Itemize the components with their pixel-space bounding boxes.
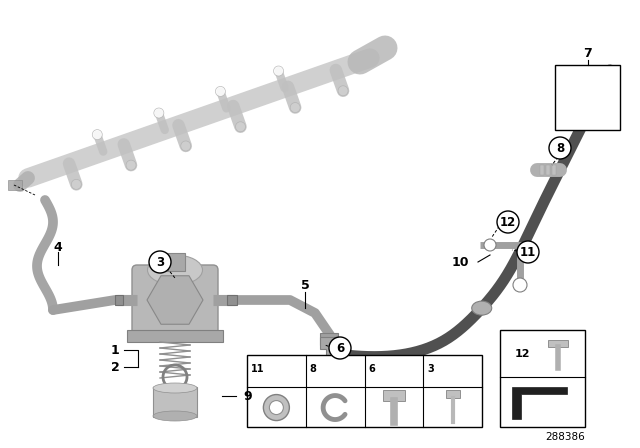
Circle shape bbox=[216, 86, 225, 96]
Circle shape bbox=[497, 211, 519, 233]
Circle shape bbox=[338, 86, 348, 96]
Text: 5: 5 bbox=[301, 279, 309, 292]
Text: 12: 12 bbox=[515, 349, 530, 359]
Polygon shape bbox=[548, 340, 568, 347]
Text: 3: 3 bbox=[428, 364, 434, 375]
Text: 3: 3 bbox=[156, 255, 164, 268]
Circle shape bbox=[264, 395, 289, 421]
Ellipse shape bbox=[147, 255, 202, 285]
Ellipse shape bbox=[153, 383, 197, 393]
Bar bbox=[127, 330, 223, 342]
Bar bbox=[552, 165, 556, 175]
Bar bbox=[540, 165, 544, 175]
Text: 6: 6 bbox=[369, 364, 375, 375]
Text: 10: 10 bbox=[451, 255, 468, 268]
Text: 4: 4 bbox=[54, 241, 62, 254]
Bar bbox=[247, 355, 482, 427]
Text: 7: 7 bbox=[583, 47, 592, 60]
Circle shape bbox=[71, 179, 81, 190]
Bar bbox=[153, 387, 197, 417]
Bar bbox=[445, 390, 460, 397]
Text: 8: 8 bbox=[556, 142, 564, 155]
Circle shape bbox=[273, 66, 284, 76]
Circle shape bbox=[549, 137, 571, 159]
Polygon shape bbox=[320, 337, 342, 363]
Bar bbox=[115, 295, 123, 305]
Ellipse shape bbox=[472, 301, 492, 315]
Bar bbox=[165, 253, 185, 271]
Circle shape bbox=[513, 278, 527, 292]
Text: 8: 8 bbox=[310, 364, 317, 375]
Circle shape bbox=[329, 337, 351, 359]
Bar bbox=[320, 333, 338, 345]
Circle shape bbox=[484, 239, 496, 251]
Text: 11: 11 bbox=[520, 246, 536, 258]
Circle shape bbox=[236, 122, 246, 132]
Text: 12: 12 bbox=[500, 215, 516, 228]
Text: 9: 9 bbox=[244, 389, 252, 402]
Text: 1: 1 bbox=[111, 344, 120, 357]
Bar bbox=[500, 330, 585, 427]
Circle shape bbox=[180, 141, 191, 151]
Circle shape bbox=[269, 401, 284, 414]
Circle shape bbox=[149, 251, 171, 273]
Circle shape bbox=[517, 241, 539, 263]
Text: 6: 6 bbox=[336, 341, 344, 354]
Text: 2: 2 bbox=[111, 361, 120, 374]
Bar bbox=[227, 295, 237, 305]
Circle shape bbox=[126, 160, 136, 170]
Bar bbox=[546, 165, 550, 175]
Circle shape bbox=[154, 108, 164, 118]
FancyBboxPatch shape bbox=[132, 265, 218, 340]
Polygon shape bbox=[512, 387, 567, 418]
Bar bbox=[383, 390, 405, 401]
Ellipse shape bbox=[153, 411, 197, 421]
Circle shape bbox=[290, 103, 300, 112]
Text: 288386: 288386 bbox=[545, 432, 585, 442]
Text: 11: 11 bbox=[251, 364, 264, 375]
Bar bbox=[555, 65, 620, 130]
Circle shape bbox=[92, 129, 102, 140]
Bar bbox=[8, 180, 22, 190]
